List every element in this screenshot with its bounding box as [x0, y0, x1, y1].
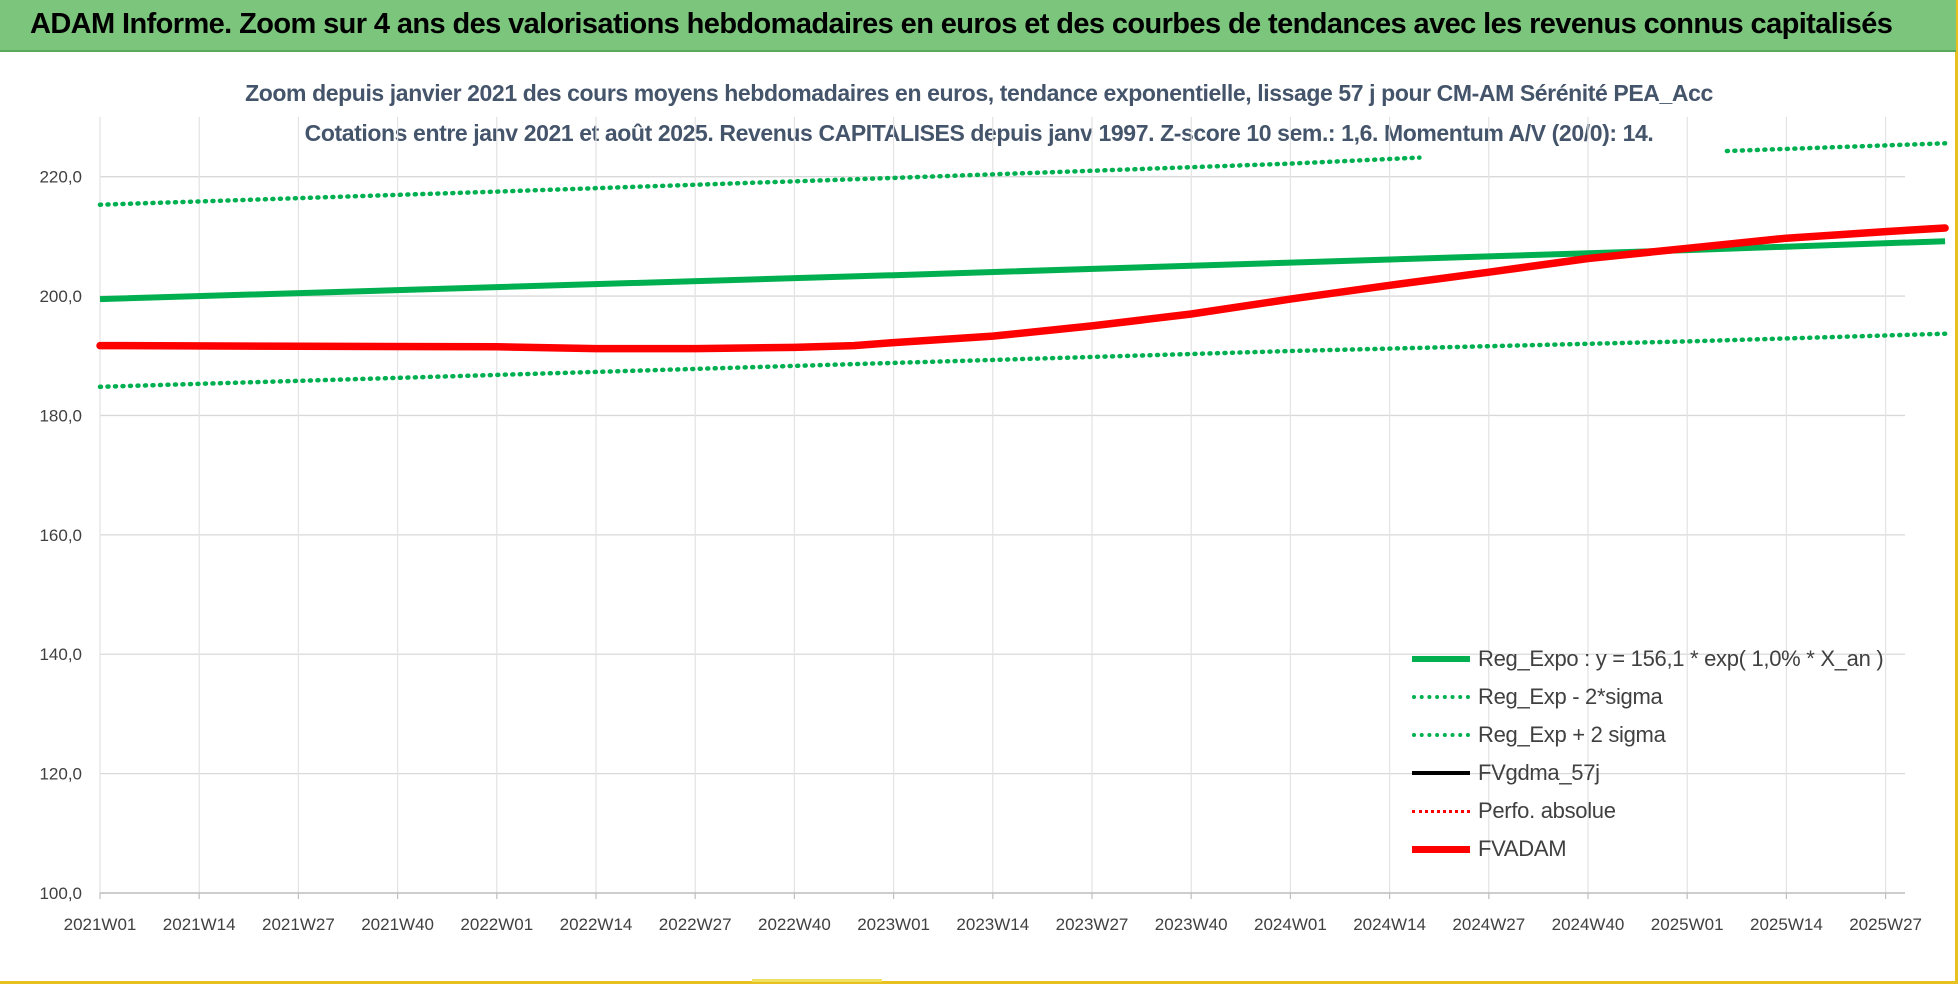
y-axis-ticks: 100,0 120,0 140,0 160,0 180,0 200,0 220,0 [39, 168, 82, 903]
series-reg-exp-plus-line-segment-2 [1724, 141, 1948, 154]
x-tick-label: 2023W40 [1155, 915, 1228, 934]
legend-item-reg-exp-minus: Reg_Exp - 2*sigma [1412, 678, 1883, 716]
x-tick-label: 2021W27 [262, 915, 335, 934]
legend-swatch-fvadam [1412, 845, 1470, 853]
legend-label-reg-exp-minus: Reg_Exp - 2*sigma [1478, 684, 1663, 709]
x-tick-label: 2024W01 [1254, 915, 1327, 934]
chart-subtitle: Cotations entre janv 2021 et août 2025. … [304, 120, 1654, 146]
legend-label-perfo-absolue: Perfo. absolue [1478, 798, 1616, 823]
y-tick-label: 140,0 [39, 645, 82, 664]
legend-item-fvadam: FVADAM [1412, 830, 1883, 868]
y-tick-label: 180,0 [39, 406, 82, 425]
legend-swatch-perfo-absolue [1412, 809, 1470, 813]
legend-label-reg-expo: Reg_Expo : y = 156,1 * exp( 1,0% * X_an … [1478, 646, 1884, 671]
x-tick-label: 2021W40 [361, 915, 434, 934]
legend-swatch-reg-expo [1412, 656, 1470, 662]
x-tick-label: 2021W01 [64, 915, 137, 934]
x-tick-label: 2025W27 [1849, 915, 1922, 934]
scroll-indicator [752, 979, 882, 982]
series-reg-exp-minus-line [97, 331, 1948, 390]
series-fvadam-line [96, 224, 1949, 353]
x-tick-label: 2023W14 [956, 915, 1029, 934]
y-tick-label: 120,0 [39, 765, 82, 784]
y-tick-label: 200,0 [39, 287, 82, 306]
legend-label-fvadam: FVADAM [1478, 836, 1567, 861]
x-tick-label: 2024W14 [1353, 915, 1426, 934]
chart-legend: Reg_Expo : y = 156,1 * exp( 1,0% * X_an … [1412, 640, 1884, 868]
x-tick-label: 2022W14 [560, 915, 633, 934]
legend-swatch-reg-exp-plus [1412, 733, 1470, 737]
legend-item-fvgdma: FVgdma_57j [1412, 754, 1883, 792]
y-tick-label: 100,0 [39, 884, 82, 903]
x-tick-label: 2022W27 [659, 915, 732, 934]
legend-swatch-reg-exp-minus [1412, 695, 1470, 699]
legend-swatch-fvgdma [1412, 771, 1470, 775]
x-tick-label: 2024W27 [1452, 915, 1525, 934]
gridlines [99, 117, 1905, 899]
x-axis-ticks: 2021W01 2021W14 2021W27 2021W40 2022W01 2022W… [64, 915, 1922, 934]
x-tick-label: 2024W40 [1552, 915, 1625, 934]
series-lines [96, 141, 1949, 390]
x-tick-label: 2025W01 [1651, 915, 1724, 934]
legend-item-reg-expo: Reg_Expo : y = 156,1 * exp( 1,0% * X_an … [1412, 640, 1884, 678]
legend-label-reg-exp-plus: Reg_Exp + 2 sigma [1478, 722, 1666, 747]
y-tick-label: 160,0 [39, 526, 82, 545]
legend-item-perfo-absolue: Perfo. absolue [1412, 792, 1883, 830]
x-tick-label: 2023W27 [1056, 915, 1129, 934]
x-tick-label: 2022W01 [460, 915, 533, 934]
x-tick-label: 2025W14 [1750, 915, 1823, 934]
series-reg-exp-plus-line [97, 155, 1422, 207]
legend-item-reg-exp-plus: Reg_Exp + 2 sigma [1412, 716, 1883, 754]
series-reg-expo-line [99, 238, 1946, 303]
x-tick-label: 2023W01 [857, 915, 930, 934]
legend-label-fvgdma: FVgdma_57j [1478, 760, 1600, 785]
chart-title: Zoom depuis janvier 2021 des cours moyen… [245, 80, 1713, 106]
x-tick-label: 2021W14 [163, 915, 236, 934]
page-title: ADAM Informe. Zoom sur 4 ans des valoris… [30, 8, 1893, 40]
header-bar: ADAM Informe. Zoom sur 4 ans des valoris… [0, 0, 1956, 52]
y-tick-label: 220,0 [39, 168, 82, 187]
x-tick-label: 2022W40 [758, 915, 831, 934]
